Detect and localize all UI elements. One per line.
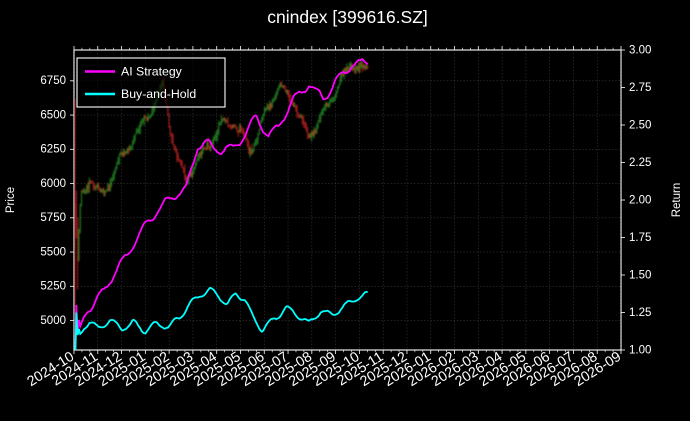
svg-text:Price: Price <box>5 187 17 213</box>
svg-text:1.00: 1.00 <box>629 344 651 356</box>
svg-text:2.75: 2.75 <box>629 82 651 94</box>
svg-text:5500: 5500 <box>40 246 66 258</box>
svg-text:6000: 6000 <box>40 178 66 190</box>
svg-text:3.00: 3.00 <box>629 44 651 56</box>
svg-text:5750: 5750 <box>40 212 66 224</box>
svg-text:1.50: 1.50 <box>629 269 651 281</box>
svg-text:cnindex [399616.SZ]: cnindex [399616.SZ] <box>267 7 428 27</box>
svg-text:1.25: 1.25 <box>629 307 651 319</box>
svg-text:2.00: 2.00 <box>629 194 651 206</box>
svg-text:6750: 6750 <box>40 75 66 87</box>
svg-text:2.50: 2.50 <box>629 119 651 131</box>
svg-text:Return: Return <box>671 183 683 218</box>
svg-text:2.25: 2.25 <box>629 157 651 169</box>
svg-text:6250: 6250 <box>40 144 66 156</box>
svg-text:Buy-and-Hold: Buy-and-Hold <box>121 87 196 101</box>
svg-text:1.75: 1.75 <box>629 232 651 244</box>
svg-text:5250: 5250 <box>40 281 66 293</box>
svg-text:AI Strategy: AI Strategy <box>121 65 183 79</box>
svg-text:5000: 5000 <box>40 315 66 327</box>
svg-text:6500: 6500 <box>40 109 66 121</box>
